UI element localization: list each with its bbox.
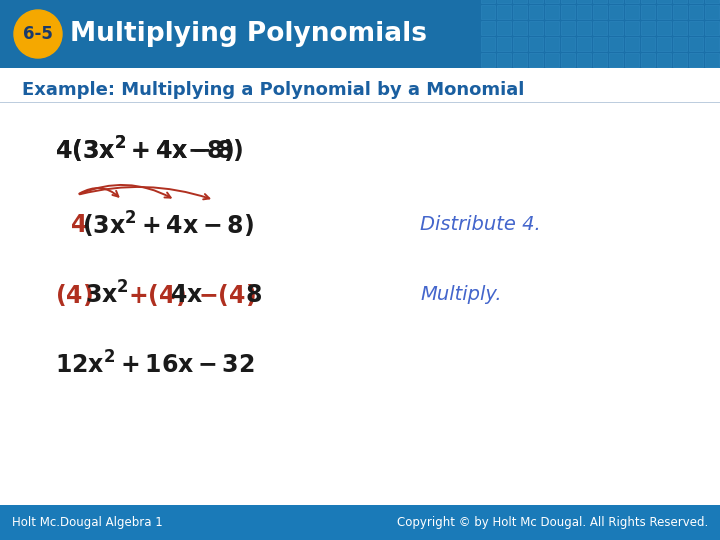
- Bar: [609, 53, 623, 67]
- Bar: [561, 37, 575, 51]
- Bar: [593, 21, 607, 35]
- Bar: [625, 0, 639, 3]
- Bar: [641, 37, 655, 51]
- Bar: [513, 0, 527, 3]
- Bar: [513, 53, 527, 67]
- Bar: [561, 53, 575, 67]
- Bar: [481, 0, 495, 3]
- Bar: [529, 37, 543, 51]
- Bar: [529, 21, 543, 35]
- Bar: [577, 53, 591, 67]
- Bar: [545, 5, 559, 19]
- Circle shape: [14, 10, 62, 58]
- Bar: [593, 37, 607, 51]
- Text: $\bf{4}$: $\bf{4}$: [70, 213, 87, 237]
- Bar: [641, 5, 655, 19]
- Text: Holt Mc.Dougal Algebra 1: Holt Mc.Dougal Algebra 1: [12, 516, 163, 529]
- Bar: [641, 0, 655, 3]
- Bar: [641, 53, 655, 67]
- Bar: [609, 5, 623, 19]
- Text: Distribute 4.: Distribute 4.: [420, 215, 541, 234]
- Bar: [689, 37, 703, 51]
- Text: $\bf{8}$: $\bf{8}$: [245, 283, 262, 307]
- Bar: [657, 0, 671, 3]
- Bar: [545, 53, 559, 67]
- Text: $\bf{(3x^2 + 4x - 8)}$: $\bf{(3x^2 + 4x - 8)}$: [82, 210, 253, 240]
- Text: $\bf{+(4)}$: $\bf{+(4)}$: [128, 282, 186, 308]
- Bar: [545, 0, 559, 3]
- Bar: [673, 53, 687, 67]
- Bar: [657, 37, 671, 51]
- Bar: [529, 0, 543, 3]
- Text: $\bf{(4)}$: $\bf{(4)}$: [55, 282, 93, 308]
- Bar: [497, 53, 511, 67]
- Bar: [497, 21, 511, 35]
- Bar: [657, 53, 671, 67]
- Bar: [625, 21, 639, 35]
- Bar: [641, 21, 655, 35]
- Text: $\bf{3x^2}$: $\bf{3x^2}$: [85, 281, 129, 308]
- Bar: [705, 37, 719, 51]
- Bar: [497, 37, 511, 51]
- Text: $\mathbf{4(3x^2 + 4x}$$\mathbf{- 8)}$: $\mathbf{4(3x^2 + 4x}$$\mathbf{- 8)}$: [55, 135, 234, 165]
- Text: $\bf{-(4)}$: $\bf{-(4)}$: [198, 282, 256, 308]
- Bar: [481, 37, 495, 51]
- Text: Example: Multiplying a Polynomial by a Monomial: Example: Multiplying a Polynomial by a M…: [22, 81, 524, 99]
- Bar: [497, 5, 511, 19]
- Bar: [529, 53, 543, 67]
- Bar: [577, 0, 591, 3]
- Text: $\bf{12x^2 + 16x - 32}$: $\bf{12x^2 + 16x - 32}$: [55, 352, 254, 379]
- Bar: [705, 0, 719, 3]
- Bar: [625, 5, 639, 19]
- Bar: [497, 0, 511, 3]
- Bar: [545, 37, 559, 51]
- Bar: [593, 53, 607, 67]
- Text: 6-5: 6-5: [23, 25, 53, 43]
- Bar: [609, 21, 623, 35]
- Bar: [577, 37, 591, 51]
- Bar: [673, 37, 687, 51]
- Bar: [481, 5, 495, 19]
- Bar: [609, 0, 623, 3]
- Bar: [625, 37, 639, 51]
- Bar: [689, 0, 703, 3]
- Bar: [0, 505, 720, 540]
- Bar: [657, 21, 671, 35]
- Bar: [593, 0, 607, 3]
- Text: Copyright © by Holt Mc Dougal. All Rights Reserved.: Copyright © by Holt Mc Dougal. All Right…: [397, 516, 708, 529]
- Bar: [689, 21, 703, 35]
- Bar: [577, 21, 591, 35]
- Bar: [657, 5, 671, 19]
- Bar: [513, 5, 527, 19]
- Bar: [529, 5, 543, 19]
- Bar: [561, 5, 575, 19]
- Text: $\bf{4(3x^2 + 4x - 8)}$: $\bf{4(3x^2 + 4x - 8)}$: [55, 135, 243, 165]
- Bar: [561, 21, 575, 35]
- Bar: [673, 21, 687, 35]
- Text: Multiplying Polynomials: Multiplying Polynomials: [70, 21, 427, 47]
- Bar: [0, 0, 720, 68]
- Bar: [545, 21, 559, 35]
- Bar: [561, 0, 575, 3]
- Bar: [689, 53, 703, 67]
- Bar: [705, 5, 719, 19]
- Bar: [625, 53, 639, 67]
- Bar: [673, 0, 687, 3]
- Bar: [577, 5, 591, 19]
- Bar: [705, 21, 719, 35]
- Bar: [689, 5, 703, 19]
- Bar: [481, 21, 495, 35]
- Bar: [673, 5, 687, 19]
- Text: $\bf{4x}$: $\bf{4x}$: [170, 283, 203, 307]
- Bar: [593, 5, 607, 19]
- Bar: [609, 37, 623, 51]
- Bar: [513, 37, 527, 51]
- Text: Multiply.: Multiply.: [420, 286, 502, 305]
- Bar: [481, 53, 495, 67]
- Bar: [705, 53, 719, 67]
- Bar: [513, 21, 527, 35]
